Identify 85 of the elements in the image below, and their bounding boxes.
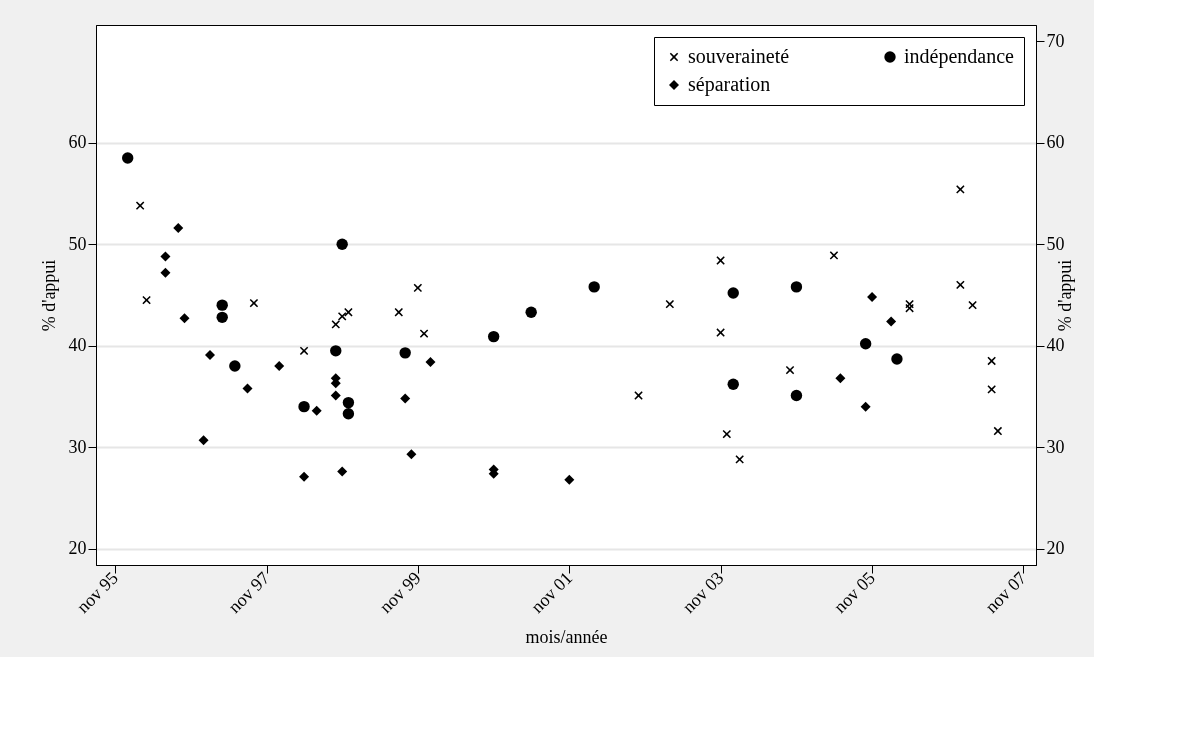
point <box>785 365 795 375</box>
point <box>400 393 411 404</box>
y-tick-label: 60 <box>68 132 87 153</box>
x-tick-label: nov 95 <box>72 567 122 617</box>
point <box>891 353 903 365</box>
point <box>160 251 171 262</box>
point <box>886 316 897 327</box>
point <box>564 474 575 485</box>
point <box>716 328 725 337</box>
point <box>173 223 184 234</box>
point <box>179 313 190 324</box>
y-tick-label: 40 <box>68 335 87 356</box>
point <box>487 330 500 343</box>
y2-tick-label: 20 <box>1046 538 1065 559</box>
point <box>665 299 675 309</box>
x-tick-label: nov 01 <box>527 567 577 617</box>
point <box>634 391 643 400</box>
point <box>956 185 965 194</box>
point <box>968 300 977 310</box>
point <box>338 312 347 321</box>
point <box>790 281 803 293</box>
point <box>588 281 600 293</box>
point <box>413 283 423 293</box>
x-tick-label: nov 97 <box>224 567 274 617</box>
point <box>425 356 436 367</box>
point <box>122 152 134 164</box>
point <box>299 346 309 356</box>
point <box>242 383 253 394</box>
y2-tick-label: 50 <box>1046 233 1065 254</box>
x-tick-label: nov 99 <box>375 567 425 617</box>
legend-label: indépendance <box>904 45 1015 68</box>
point <box>274 361 285 372</box>
point <box>135 201 145 210</box>
point <box>835 373 846 384</box>
point <box>331 320 340 329</box>
point <box>198 435 209 446</box>
point <box>860 401 871 412</box>
point <box>216 299 228 311</box>
point <box>993 426 1003 436</box>
point <box>716 256 725 265</box>
y-tick-label: 20 <box>68 538 87 559</box>
x-tick-label: nov 03 <box>678 567 728 617</box>
point <box>859 338 872 350</box>
point <box>342 408 355 420</box>
y2-tick-label: 70 <box>1046 30 1065 51</box>
point <box>735 455 744 464</box>
point <box>727 287 739 299</box>
y2-axis-title: % d'appui <box>1054 259 1075 332</box>
point <box>229 360 241 372</box>
point <box>337 466 348 477</box>
legend-label: souveraineté <box>688 45 790 67</box>
point <box>394 308 403 317</box>
point <box>790 389 803 402</box>
point <box>399 347 411 359</box>
point <box>342 396 355 409</box>
point <box>216 311 228 324</box>
point <box>330 390 341 401</box>
point <box>299 471 310 482</box>
point <box>330 345 342 357</box>
point <box>249 298 259 308</box>
point <box>987 385 996 394</box>
point <box>727 378 739 391</box>
point <box>905 304 914 313</box>
point <box>525 306 537 318</box>
y2-tick-label: 30 <box>1046 436 1065 457</box>
point <box>311 405 322 416</box>
point <box>344 308 353 317</box>
x-axis-title: mois/année <box>525 626 608 647</box>
legend-label: séparation <box>688 73 771 96</box>
point <box>987 356 996 366</box>
x-tick-label: nov 05 <box>829 567 879 617</box>
point <box>406 449 417 460</box>
point <box>956 280 965 290</box>
y-tick-label: 50 <box>68 233 87 254</box>
point <box>204 349 215 360</box>
y-axis-title: % d'appui <box>38 259 59 332</box>
point <box>336 238 348 250</box>
point <box>867 292 878 303</box>
point <box>160 267 171 278</box>
y2-tick-label: 60 <box>1046 132 1065 153</box>
y-tick-label: 30 <box>68 436 87 457</box>
y2-tick-label: 40 <box>1046 335 1065 356</box>
point <box>722 429 731 439</box>
x-tick-label: nov 07 <box>981 567 1031 617</box>
point <box>298 400 310 413</box>
